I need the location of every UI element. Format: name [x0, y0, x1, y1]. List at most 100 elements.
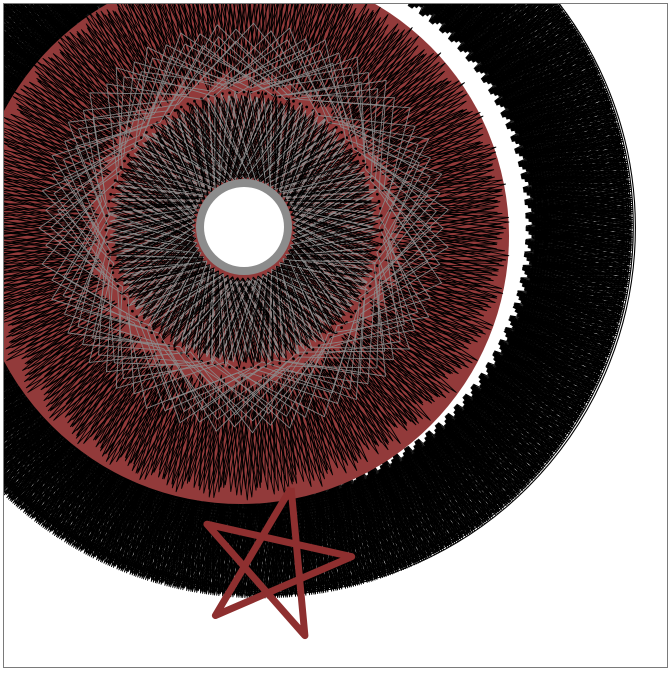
inner-web-strand [108, 94, 373, 356]
dot-ring-point [278, 361, 282, 365]
grey-web-strand [57, 49, 420, 414]
inner-web-strand [112, 96, 376, 363]
inner-web-strand [118, 108, 369, 361]
dot-ring-point [242, 366, 246, 370]
inner-web-strand [111, 99, 378, 368]
inner-web-strand [116, 105, 373, 355]
dot-ring-point [292, 99, 295, 103]
inner-web-strand [116, 95, 377, 356]
dot-ring-point [292, 357, 295, 361]
dot-ring-point [340, 131, 343, 134]
dot-ring-point [135, 315, 139, 319]
dot-ring-point [228, 91, 232, 95]
inner-web-strand [108, 100, 369, 358]
grey-web-strand [51, 24, 449, 424]
inner-web-strand [118, 101, 373, 360]
dot-ring-point [106, 250, 110, 254]
inner-web-strand [106, 96, 369, 359]
dot-ring-point [109, 192, 113, 196]
inner-web-strand [109, 95, 378, 365]
inner-web-strand [119, 101, 373, 354]
inner-web-strand [109, 96, 374, 368]
inner-web-strand [114, 100, 373, 357]
inner-dark-web [105, 90, 383, 368]
inner-web-strand [114, 96, 372, 361]
inner-web-strand [120, 105, 373, 358]
inner-web-strand [114, 99, 376, 361]
grey-web-strand [62, 36, 437, 412]
inner-web-strand [113, 99, 377, 365]
inner-web-strand [114, 90, 379, 362]
inner-web-strand [118, 96, 374, 352]
dot-ring-point [378, 250, 382, 254]
inner-web-strand [107, 97, 379, 364]
inner-web-strand [115, 103, 380, 364]
dot-ring-point [193, 99, 196, 103]
dot-ring-point [109, 264, 113, 268]
dot-ring-point [140, 136, 143, 140]
inner-web-strand [111, 95, 383, 361]
inner-web-strand [112, 95, 376, 362]
dot-ring-point [116, 284, 120, 288]
inner-web-strand [119, 100, 377, 356]
inner-web-strand [115, 97, 370, 357]
inner-web-strand [112, 101, 372, 354]
grey-web-strand [74, 45, 432, 411]
dot-ring-point [206, 95, 210, 99]
inner-web-strand [111, 102, 370, 358]
grey-web-strand [41, 39, 443, 434]
grey-light-web [38, 22, 449, 434]
dot-ring-point [362, 159, 365, 163]
inner-web-strand [115, 95, 373, 359]
inner-web-strand [107, 100, 373, 362]
outer-web-strand [4, 4, 634, 599]
grey-web-strand [63, 55, 429, 416]
dot-ring-point [150, 126, 154, 129]
inner-web-strand [112, 96, 373, 364]
dot-ring-point [340, 326, 343, 329]
dot-ring-point [257, 365, 260, 369]
grey-web-strand [41, 22, 442, 418]
inner-web-strand [119, 99, 382, 362]
inner-web-strand [107, 90, 374, 358]
inner-web-strand [110, 93, 379, 363]
dot-ring-point [375, 192, 379, 196]
dot-ring-point [105, 214, 109, 218]
inner-web-strand [114, 106, 370, 362]
inner-web-strand [121, 97, 376, 353]
dot-ring-point [206, 361, 210, 365]
inner-web-strand [105, 93, 373, 361]
inner-web-strand [109, 99, 375, 363]
inner-web-strand [109, 103, 369, 361]
inner-web-strand [112, 105, 367, 361]
dot-ring-point [155, 335, 159, 339]
inner-web-strand [115, 97, 383, 365]
inner-web-strand [115, 100, 368, 353]
inner-web-strand [111, 102, 372, 363]
dot-ring-point [123, 297, 126, 301]
dot-ring-point [264, 92, 267, 96]
inner-web-strand [115, 104, 369, 357]
inner-web-strand [112, 97, 374, 359]
dot-ring-point [113, 278, 117, 281]
dot-ring-point [242, 90, 246, 94]
dot-ring-point [365, 165, 369, 169]
inner-web-strand [115, 96, 381, 358]
middle-chevron-strand [4, 4, 504, 496]
dot-ring-point [173, 109, 177, 112]
inner-web-strand [117, 103, 373, 355]
dot-ring-point [173, 348, 177, 351]
dot-ring-point [349, 315, 353, 319]
dot-ring-point [107, 199, 111, 203]
grey-web-strand [50, 39, 419, 417]
middle-chevron-strand [4, 4, 503, 485]
inner-web-strand [110, 90, 377, 359]
inner-web-strand [113, 95, 380, 359]
inner-web-strand [114, 100, 381, 368]
grey-web-strand [63, 43, 437, 420]
dot-ring-point [235, 366, 239, 370]
grey-web-strand [51, 28, 441, 412]
inner-web-strand [109, 94, 381, 361]
dot-ring-point [358, 153, 362, 157]
inner-web-strand [109, 98, 372, 354]
